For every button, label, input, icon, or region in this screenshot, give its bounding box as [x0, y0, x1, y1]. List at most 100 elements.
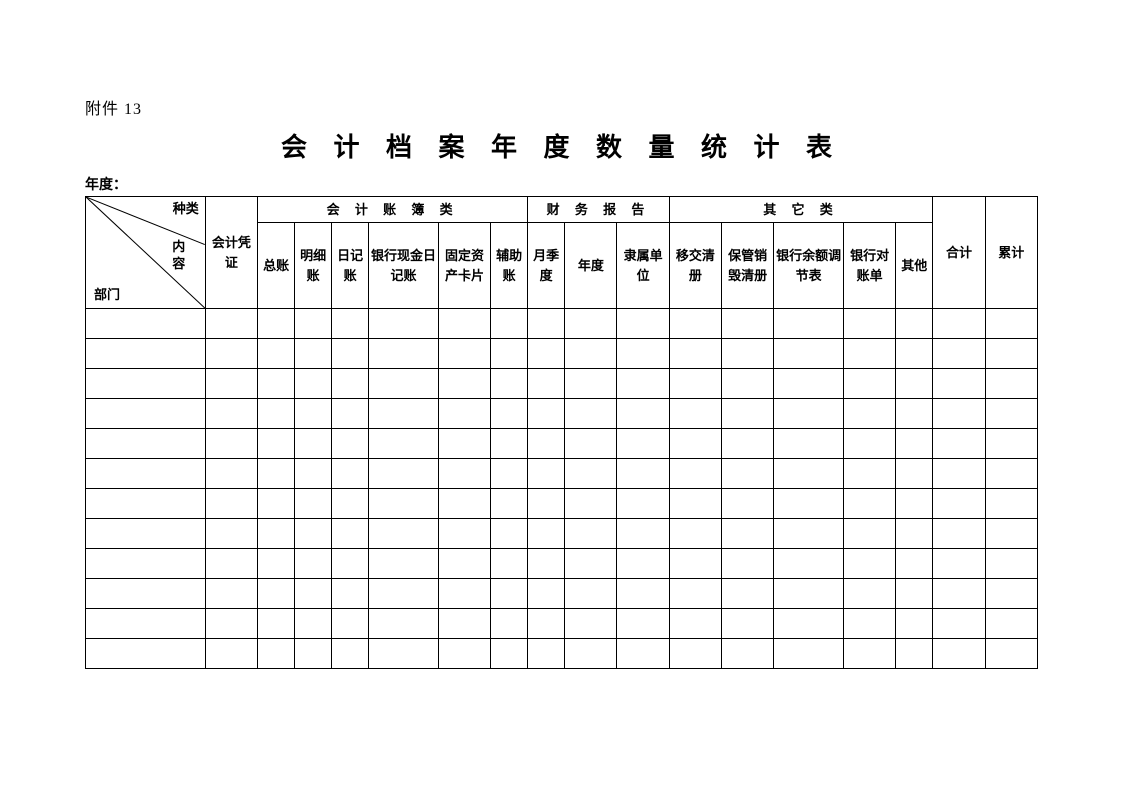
data-cell [565, 459, 617, 489]
group-zhangbu: 会 计 账 簿 类 [258, 197, 528, 223]
data-cell [258, 609, 295, 639]
data-cell [985, 429, 1037, 459]
data-cell [844, 519, 896, 549]
data-cell [844, 549, 896, 579]
data-cell [565, 369, 617, 399]
page-title: 会 计 档 案 年 度 数 量 统 计 表 [85, 127, 1038, 164]
data-cell [844, 489, 896, 519]
data-cell [722, 549, 774, 579]
data-cell [933, 369, 985, 399]
data-cell [896, 609, 933, 639]
data-cell [528, 609, 565, 639]
data-cell [722, 639, 774, 669]
data-cell [332, 549, 369, 579]
col-riji: 日记账 [332, 223, 369, 309]
col-zongzhang: 总账 [258, 223, 295, 309]
col-niandu: 年度 [565, 223, 617, 309]
data-cell [438, 309, 490, 339]
row-label-cell [86, 519, 206, 549]
data-cell [565, 549, 617, 579]
data-cell [896, 519, 933, 549]
data-cell [774, 399, 844, 429]
table-row [86, 609, 1038, 639]
data-cell [205, 579, 257, 609]
data-cell [205, 309, 257, 339]
data-cell [258, 339, 295, 369]
data-cell [438, 579, 490, 609]
data-cell [369, 399, 439, 429]
data-cell [438, 519, 490, 549]
data-cell [896, 399, 933, 429]
table-row [86, 519, 1038, 549]
data-cell [774, 339, 844, 369]
row-label-cell [86, 369, 206, 399]
data-cell [933, 339, 985, 369]
data-cell [933, 459, 985, 489]
data-cell [295, 399, 332, 429]
data-cell [295, 309, 332, 339]
data-cell [985, 489, 1037, 519]
table-row [86, 579, 1038, 609]
data-cell [205, 339, 257, 369]
data-cell [332, 309, 369, 339]
data-cell [295, 489, 332, 519]
data-cell [722, 579, 774, 609]
data-cell [438, 369, 490, 399]
data-cell [438, 429, 490, 459]
data-cell [985, 369, 1037, 399]
col-yinhangdz: 银行对账单 [844, 223, 896, 309]
data-cell [896, 489, 933, 519]
data-cell [774, 519, 844, 549]
col-fuzhu: 辅助账 [491, 223, 528, 309]
data-cell [669, 639, 721, 669]
data-cell [774, 549, 844, 579]
data-cell [438, 639, 490, 669]
row-label-cell [86, 339, 206, 369]
data-cell [774, 609, 844, 639]
diag-kind-label: 种类 [173, 201, 199, 218]
group-qita: 其 它 类 [669, 197, 933, 223]
row-label-cell [86, 309, 206, 339]
data-cell [205, 399, 257, 429]
data-cell [617, 459, 669, 489]
data-cell [669, 459, 721, 489]
data-cell [617, 639, 669, 669]
data-cell [295, 579, 332, 609]
data-cell [369, 489, 439, 519]
data-cell [205, 639, 257, 669]
data-cell [258, 519, 295, 549]
data-cell [669, 549, 721, 579]
data-cell [332, 579, 369, 609]
data-cell [438, 459, 490, 489]
data-cell [369, 609, 439, 639]
data-cell [369, 639, 439, 669]
data-cell [985, 549, 1037, 579]
data-cell [985, 639, 1037, 669]
data-cell [205, 549, 257, 579]
data-cell [617, 489, 669, 519]
table-row [86, 459, 1038, 489]
row-label-cell [86, 459, 206, 489]
data-cell [774, 369, 844, 399]
data-cell [844, 339, 896, 369]
data-cell [295, 369, 332, 399]
data-cell [528, 519, 565, 549]
data-cell [295, 429, 332, 459]
table-row [86, 549, 1038, 579]
data-cell [205, 369, 257, 399]
data-cell [896, 639, 933, 669]
data-cell [332, 639, 369, 669]
data-cell [332, 459, 369, 489]
data-cell [528, 549, 565, 579]
data-cell [332, 399, 369, 429]
row-label-cell [86, 639, 206, 669]
data-cell [369, 549, 439, 579]
data-cell [617, 429, 669, 459]
col-guding: 固定资产卡片 [438, 223, 490, 309]
data-cell [565, 609, 617, 639]
diagonal-header: 种类 内容 部门 [86, 197, 206, 309]
data-cell [722, 339, 774, 369]
col-pingzheng: 会计凭证 [205, 197, 257, 309]
col-heji: 合计 [933, 197, 985, 309]
data-cell [205, 429, 257, 459]
